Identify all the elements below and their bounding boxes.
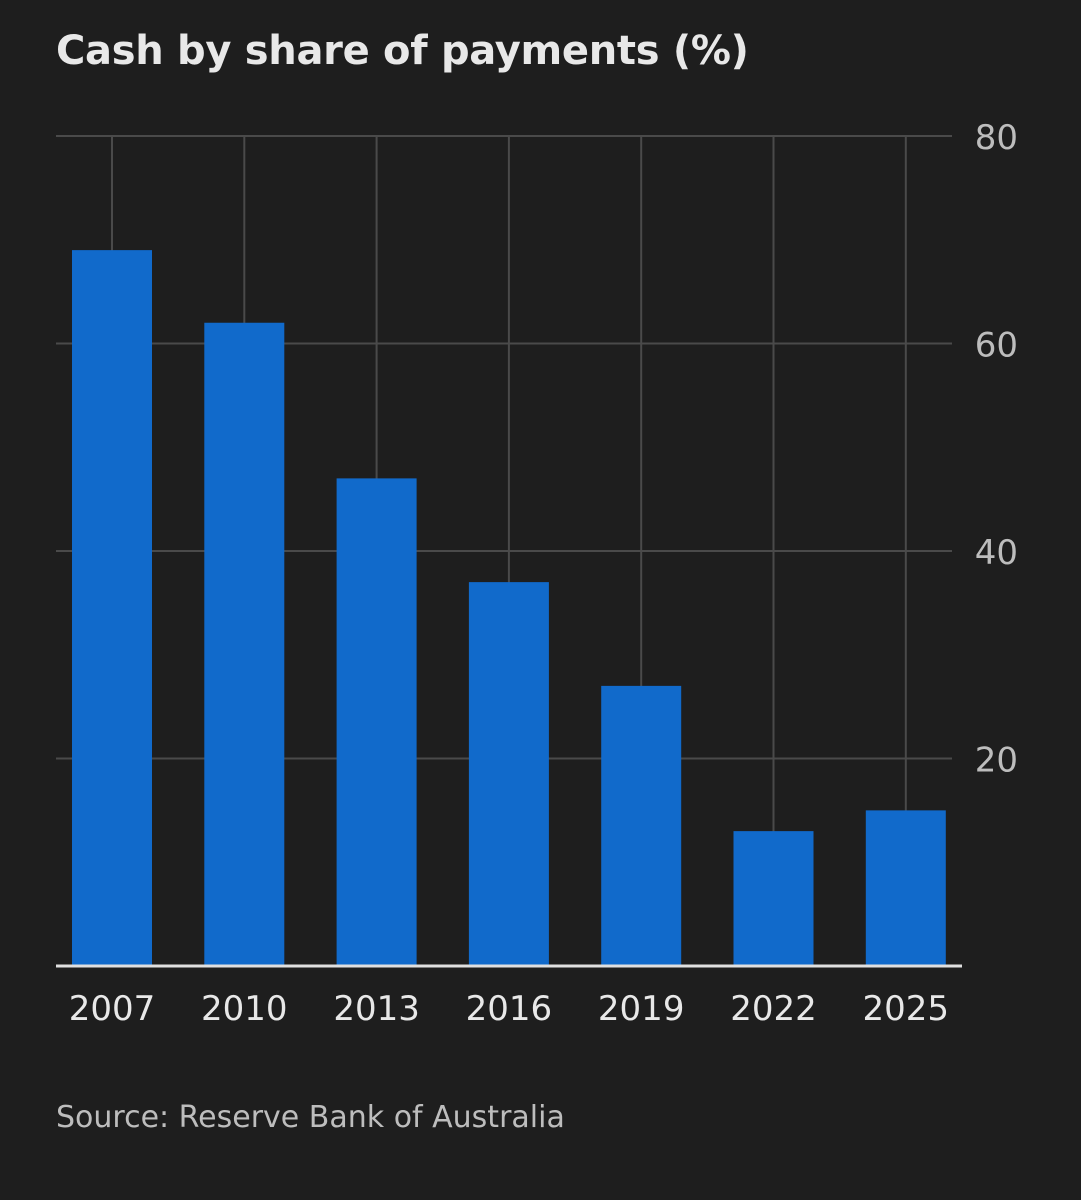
y-axis-ticks: 20 40 60 80: [975, 118, 1018, 781]
chart-title: Cash by share of payments (%): [56, 28, 749, 74]
bar: [72, 250, 152, 966]
x-tick-label: 2013: [333, 989, 420, 1029]
x-tick-label: 2022: [730, 989, 817, 1029]
bar: [865, 810, 946, 966]
x-tick-label: 2007: [69, 989, 156, 1029]
source-note: Source: Reserve Bank of Australia: [56, 1100, 565, 1135]
y-tick-label: 80: [975, 118, 1018, 158]
y-tick-label: 20: [975, 741, 1018, 781]
bar: [468, 582, 549, 966]
y-tick-label: 60: [975, 326, 1018, 366]
x-tick-label: 2025: [863, 989, 950, 1029]
x-axis-ticks: 2007 2010 2013 2016 2019 2022 2025: [69, 989, 949, 1029]
y-tick-label: 40: [975, 533, 1018, 573]
x-tick-label: 2010: [201, 989, 288, 1029]
x-tick-label: 2016: [466, 989, 553, 1029]
bar: [601, 685, 682, 966]
x-tick-label: 2019: [598, 989, 685, 1029]
bar-chart: 20 40 60 80 2007 2010 2013 2016 2019 2022 2025: [56, 118, 1018, 1029]
bar: [733, 831, 814, 966]
bar: [204, 322, 285, 966]
bar: [336, 478, 417, 966]
bars: [72, 250, 946, 966]
